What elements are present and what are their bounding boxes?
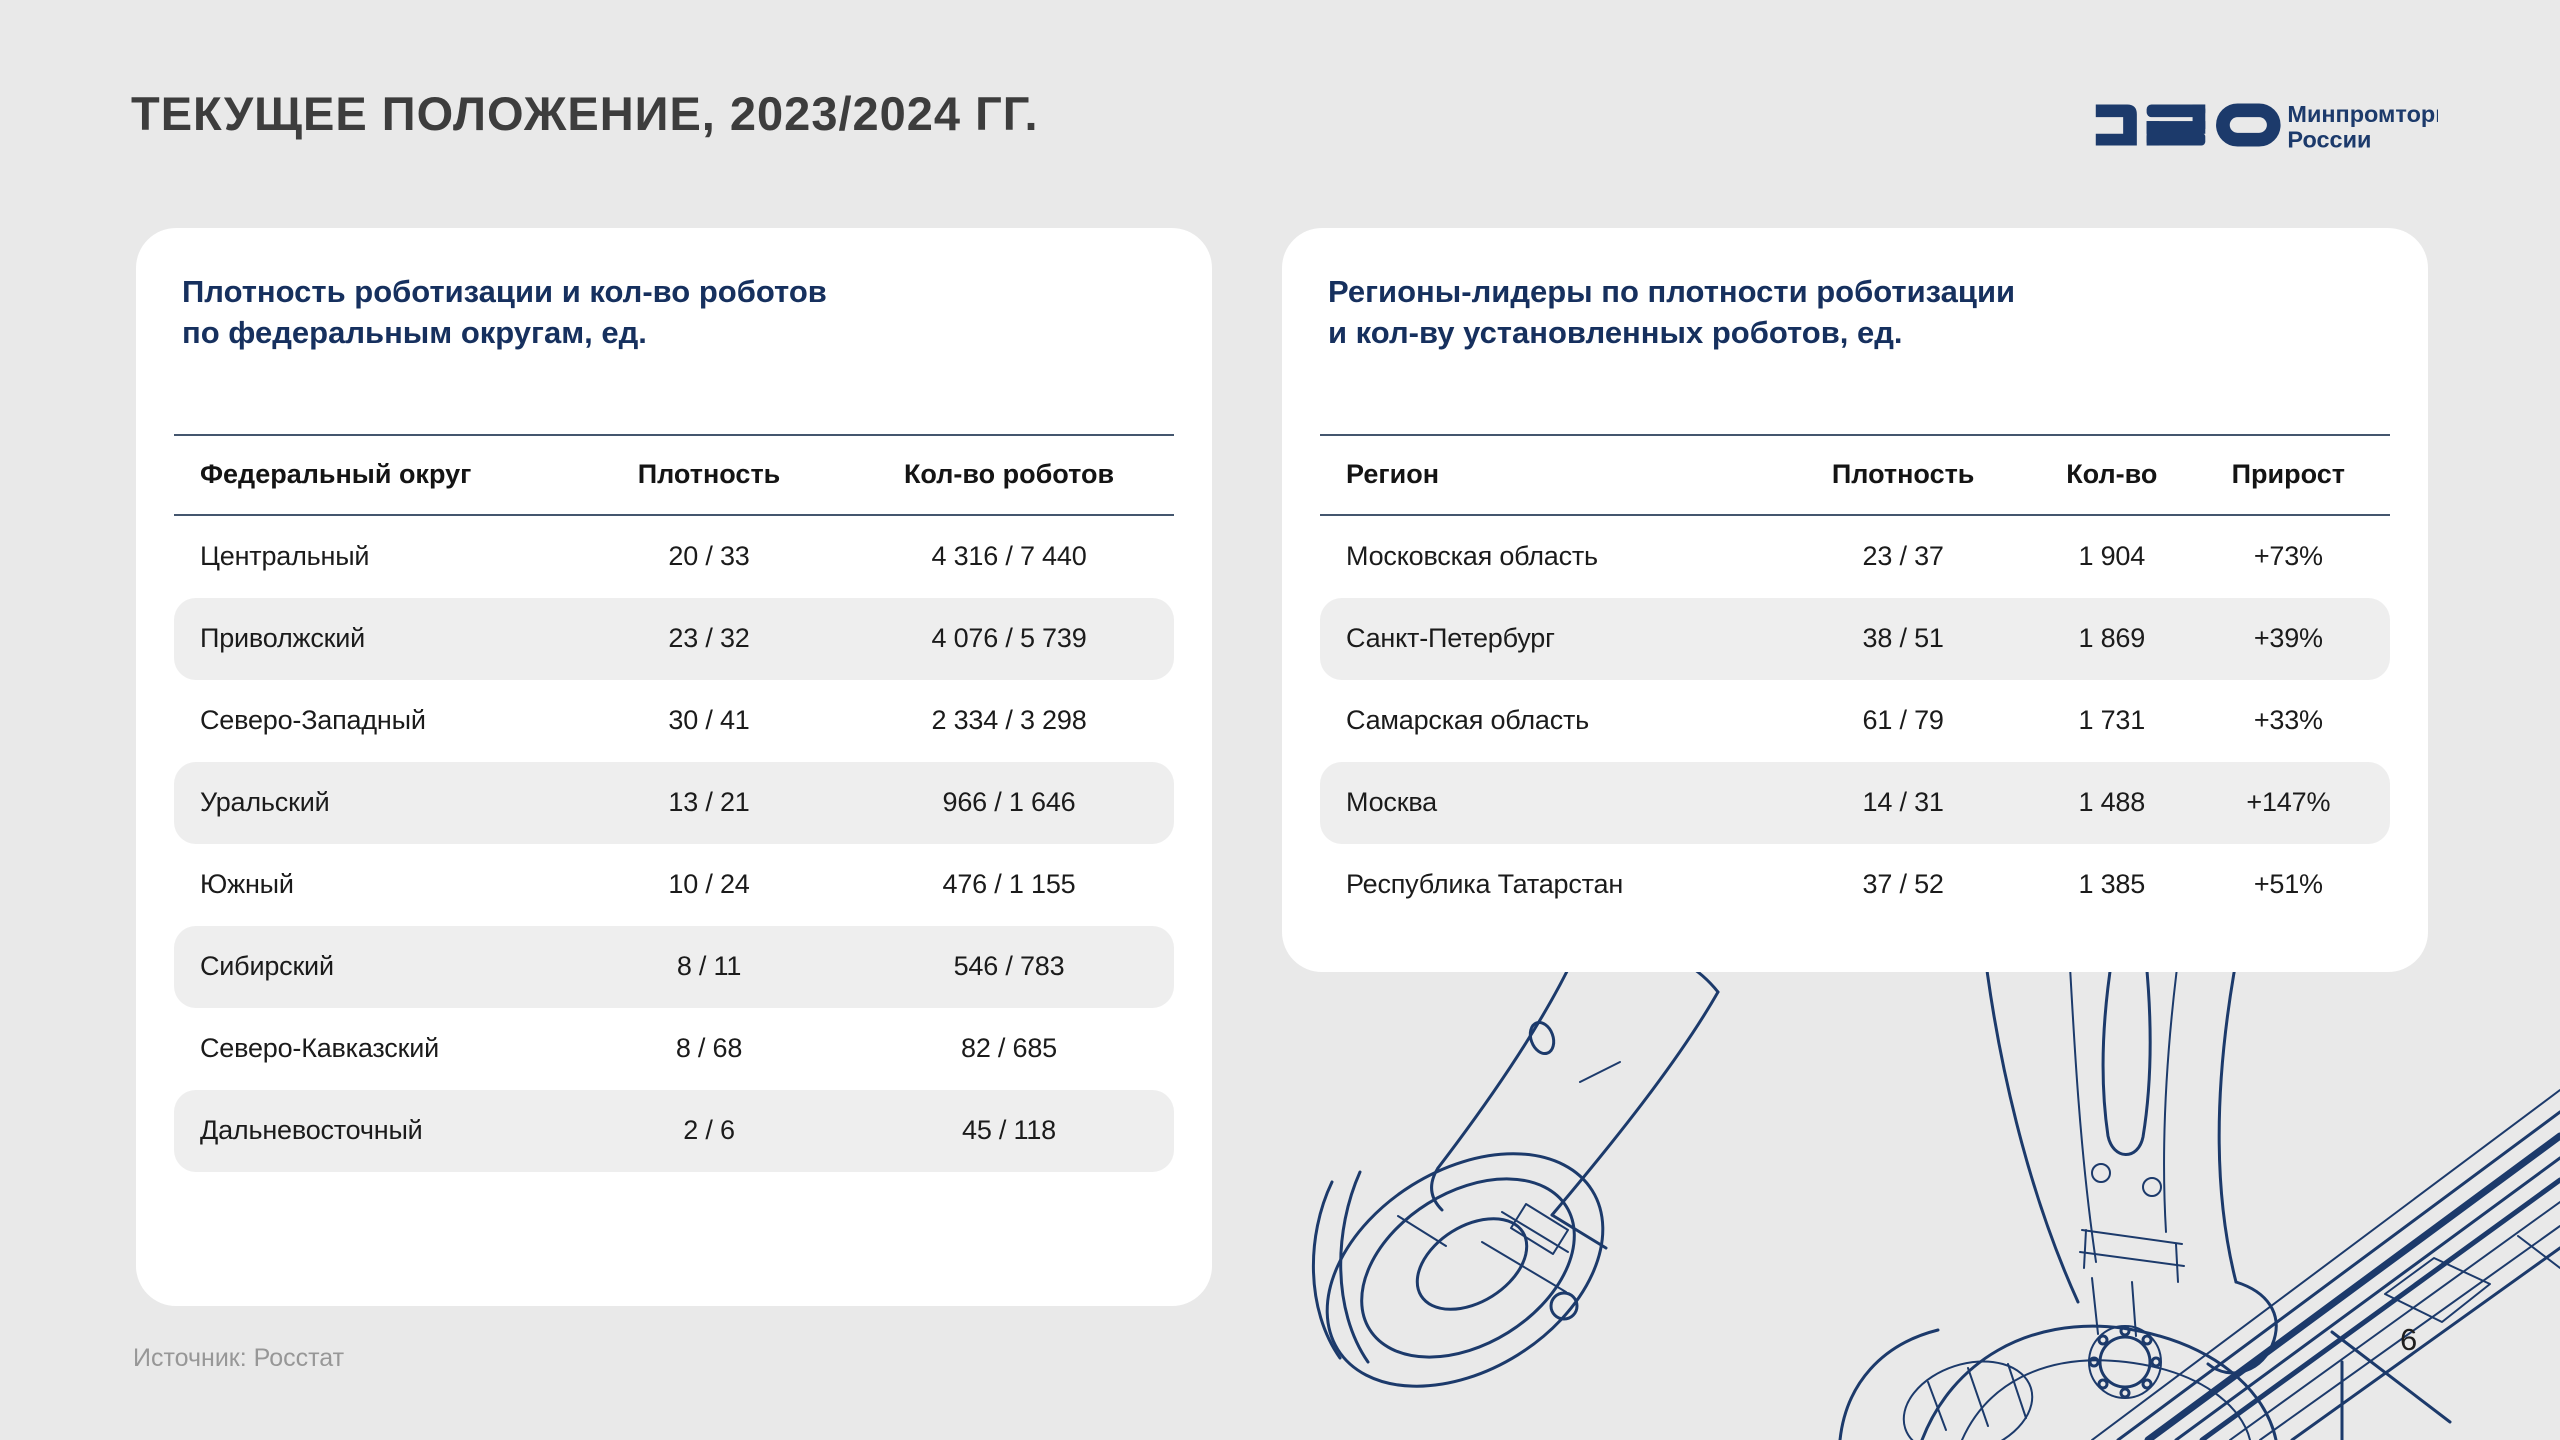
federal-districts-table: Федеральный округ Плотность Кол-во робот…: [174, 433, 1174, 1172]
robot-arm-illustration: [1312, 930, 2560, 1440]
cell-density: 61 / 79: [1862, 705, 1944, 736]
cell-density: 10 / 24: [668, 869, 750, 900]
col-header-region: Регион: [1346, 459, 1439, 490]
leading-regions-table: Регион Плотность Кол-во Прирост Московск…: [1320, 433, 2390, 926]
cell-count: 4 076 / 5 739: [931, 623, 1087, 654]
cell-growth: +33%: [2253, 705, 2323, 736]
cell-density: 8 / 68: [675, 1033, 743, 1064]
page-number: 6: [2400, 1322, 2418, 1357]
cell-count: 966 / 1 646: [942, 787, 1076, 818]
cell-count: 2 334 / 3 298: [931, 705, 1087, 736]
cell-growth: +147%: [2246, 787, 2331, 818]
cell-count: 1 869: [2078, 623, 2146, 654]
table-header-row: Регион Плотность Кол-во Прирост: [1320, 433, 2390, 516]
card-title-line2: и кол-ву установленных роботов, ед.: [1328, 314, 1903, 350]
col-header-density: Плотность: [637, 459, 781, 490]
cell-district: Дальневосточный: [200, 1115, 423, 1146]
table-row: Самарская область 61 / 79 1 731 +33%: [1320, 680, 2390, 762]
cell-count: 546 / 783: [953, 951, 1065, 982]
logo-text-line1: Минпромторг: [2287, 101, 2438, 127]
cell-count: 82 / 685: [961, 1033, 1057, 1064]
card-title-leading-regions: Регионы-лидеры по плотности роботизации …: [1328, 272, 2382, 354]
cell-growth: +73%: [2253, 541, 2323, 572]
cell-density: 20 / 33: [668, 541, 750, 572]
page-title: ТЕКУЩЕЕ ПОЛОЖЕНИЕ, 2023/2024 ГГ.: [131, 87, 1039, 140]
card-title-federal-districts: Плотность роботизации и кол-во роботов п…: [182, 272, 1166, 354]
cell-region: Самарская область: [1346, 705, 1590, 736]
col-header-count: Кол-во: [2066, 459, 2158, 490]
source-note: Источник: Росстат: [133, 1344, 345, 1372]
cell-density: 37 / 52: [1862, 869, 1944, 900]
cell-region: Республика Татарстан: [1346, 869, 1624, 900]
col-header-district: Федеральный округ: [200, 459, 472, 490]
card-title-line1: Регионы-лидеры по плотности роботизации: [1328, 274, 2016, 309]
minpromtorg-logo: Минпромторг России: [2095, 101, 2438, 152]
cell-density: 38 / 51: [1862, 623, 1944, 654]
table-row: Уральский 13 / 21 966 / 1 646: [174, 761, 1174, 844]
table-row: Центральный 20 / 33 4 316 / 7 440: [174, 516, 1174, 598]
table-row: Республика Татарстан 37 / 52 1 385 +51%: [1320, 844, 2390, 926]
cell-count: 476 / 1 155: [942, 869, 1076, 900]
col-header-growth: Прирост: [2231, 459, 2346, 490]
card-title-line2: по федеральным округам, ед.: [182, 314, 647, 350]
logo-text-line2: России: [2287, 126, 2371, 152]
cell-growth: +51%: [2253, 869, 2323, 900]
table-header-row: Федеральный округ Плотность Кол-во робот…: [174, 433, 1174, 516]
table-row: Северо-Кавказский 8 / 68 82 / 685: [174, 1008, 1174, 1090]
cell-count: 1 904: [2078, 541, 2146, 572]
card-title-line1: Плотность роботизации и кол-во роботов: [182, 274, 827, 309]
cell-region: Москва: [1346, 787, 1437, 818]
cell-district: Южный: [200, 869, 294, 900]
cell-district: Сибирский: [200, 951, 334, 982]
cell-density: 13 / 21: [668, 787, 750, 818]
table-row: Дальневосточный 2 / 6 45 / 118: [174, 1089, 1174, 1172]
cell-district: Уральский: [200, 787, 330, 818]
cell-density: 2 / 6: [683, 1115, 735, 1146]
col-header-count: Кол-во роботов: [903, 459, 1115, 490]
cell-density: 23 / 32: [668, 623, 750, 654]
card-federal-districts: Плотность роботизации и кол-во роботов п…: [136, 228, 1212, 1306]
col-header-density: Плотность: [1831, 459, 1975, 490]
card-leading-regions: Регионы-лидеры по плотности роботизации …: [1282, 228, 2428, 972]
cell-density: 8 / 11: [676, 951, 742, 982]
table-row: Санкт-Петербург 38 / 51 1 869 +39%: [1320, 597, 2390, 680]
cell-count: 1 488: [2078, 787, 2146, 818]
cell-growth: +39%: [2253, 623, 2323, 654]
table-row: Южный 10 / 24 476 / 1 155: [174, 844, 1174, 926]
cell-count: 1 731: [2078, 705, 2146, 736]
table-row: Московская область 23 / 37 1 904 +73%: [1320, 516, 2390, 598]
table-row: Сибирский 8 / 11 546 / 783: [174, 925, 1174, 1008]
cell-region: Санкт-Петербург: [1346, 623, 1555, 654]
cell-count: 45 / 118: [962, 1115, 1056, 1146]
cell-density: 23 / 37: [1862, 541, 1944, 572]
cell-district: Центральный: [200, 541, 370, 572]
cell-region: Московская область: [1346, 541, 1598, 572]
cell-district: Северо-Кавказский: [200, 1033, 439, 1064]
cell-count: 4 316 / 7 440: [931, 541, 1087, 572]
cell-district: Северо-Западный: [200, 705, 426, 736]
cell-density: 14 / 31: [1862, 787, 1944, 818]
cell-density: 30 / 41: [668, 705, 750, 736]
cell-count: 1 385: [2078, 869, 2146, 900]
table-row: Северо-Западный 30 / 41 2 334 / 3 298: [174, 680, 1174, 762]
table-row: Приволжский 23 / 32 4 076 / 5 739: [174, 597, 1174, 680]
cell-district: Приволжский: [200, 623, 366, 654]
table-row: Москва 14 / 31 1 488 +147%: [1320, 761, 2390, 844]
logo-mark-120-icon: [2095, 103, 2281, 147]
